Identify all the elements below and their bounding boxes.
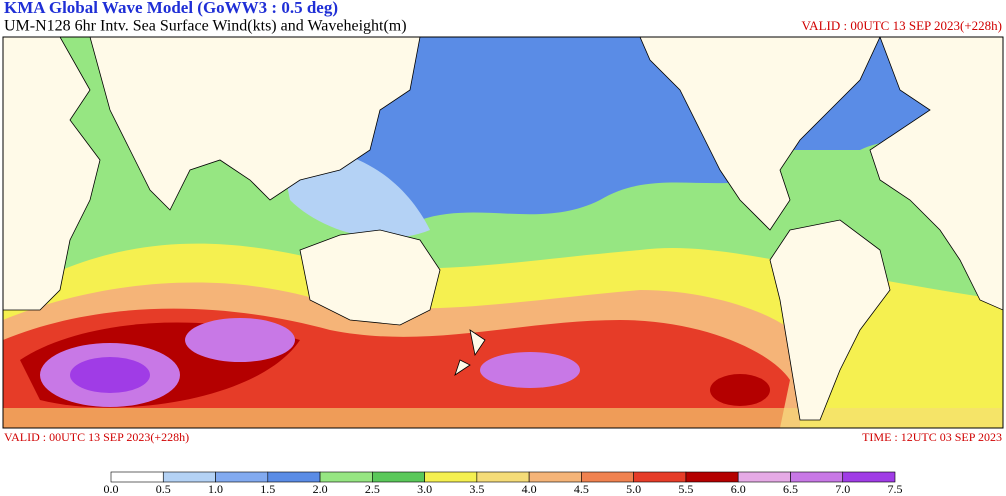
africa-east bbox=[3, 37, 101, 311]
colorbar-label: 6.0 bbox=[731, 482, 746, 496]
map-frame bbox=[2, 36, 1004, 429]
new-zealand bbox=[454, 329, 486, 376]
colorbar-box bbox=[790, 471, 844, 483]
north-america bbox=[639, 37, 881, 231]
colorbar-label: 3.0 bbox=[417, 482, 432, 496]
south-america bbox=[769, 219, 891, 421]
colorbar-label: 2.5 bbox=[365, 482, 380, 496]
colorbar: 0.0 0.5 1.0 1.5 2.0 2.5 3.0 3.5 4.0 4.5 5.0 5.5 6.0 6… bbox=[104, 471, 903, 496]
colorbar-box bbox=[162, 471, 216, 483]
purple bbox=[185, 318, 295, 362]
colorbar-box bbox=[372, 471, 425, 483]
colorbar-label: 7.5 bbox=[888, 482, 903, 496]
colorbar-box bbox=[424, 471, 478, 483]
colorbar-box bbox=[685, 471, 739, 483]
colorbar-label: 1.0 bbox=[208, 482, 223, 496]
colorbar-label: 0.0 bbox=[104, 482, 119, 496]
title: KMA Global Wave Model (GoWW3 : 0.5 deg) bbox=[4, 0, 338, 17]
colorbar-box bbox=[110, 471, 164, 483]
colorbar-box bbox=[476, 471, 530, 483]
colorbar-box bbox=[215, 471, 269, 483]
colorbar-label: 2.0 bbox=[313, 482, 328, 496]
colorbar-box bbox=[267, 471, 321, 483]
colorbar-label: 7.0 bbox=[835, 482, 850, 496]
australia bbox=[299, 229, 441, 326]
subtitle: UM-N128 6hr Intv. Sea Surface Wind(kts) … bbox=[4, 18, 407, 35]
colorbar-box bbox=[319, 471, 373, 483]
asia bbox=[89, 37, 421, 211]
purple bbox=[480, 352, 580, 388]
colorbar-label: 3.5 bbox=[469, 482, 484, 496]
ice-edge bbox=[3, 408, 1003, 428]
colorbar-label: 5.5 bbox=[678, 482, 693, 496]
colorbar-box bbox=[528, 471, 582, 483]
valid-bottom: VALID : 00UTC 13 SEP 2023(+228h) bbox=[4, 430, 189, 444]
colorbar-label: 1.5 bbox=[260, 482, 275, 496]
colorbar-label: 6.5 bbox=[783, 482, 798, 496]
darkred bbox=[710, 374, 770, 406]
valid-top: VALID : 00UTC 13 SEP 2023(+228h) bbox=[801, 18, 1002, 33]
map bbox=[2, 36, 1004, 429]
colorbar-box bbox=[842, 471, 896, 483]
colorbar-box bbox=[581, 471, 634, 483]
europe-africa bbox=[869, 37, 1003, 311]
colorbar-label: 5.0 bbox=[626, 482, 641, 496]
colorbar-label: 4.0 bbox=[522, 482, 537, 496]
colorbar-label: 0.5 bbox=[156, 482, 171, 496]
colorbar-label: 4.5 bbox=[574, 482, 589, 496]
colorbar-box bbox=[633, 471, 687, 483]
north-pacific bbox=[330, 37, 760, 220]
time: TIME : 12UTC 03 SEP 2023 bbox=[862, 430, 1002, 444]
colorbar-box bbox=[737, 471, 791, 483]
purple-core bbox=[70, 357, 150, 393]
